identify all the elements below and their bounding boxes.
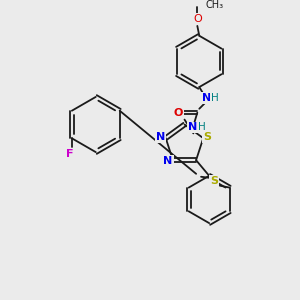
Text: N: N — [188, 122, 197, 133]
Text: N: N — [156, 132, 165, 142]
Text: S: S — [203, 132, 211, 142]
Text: N: N — [164, 156, 172, 166]
Text: S: S — [210, 176, 218, 186]
Text: N: N — [202, 93, 211, 103]
Text: O: O — [193, 14, 202, 24]
Text: H: H — [211, 93, 219, 103]
Text: H: H — [198, 122, 206, 133]
Text: CH₃: CH₃ — [205, 0, 223, 10]
Text: F: F — [66, 149, 74, 159]
Text: O: O — [174, 108, 183, 118]
